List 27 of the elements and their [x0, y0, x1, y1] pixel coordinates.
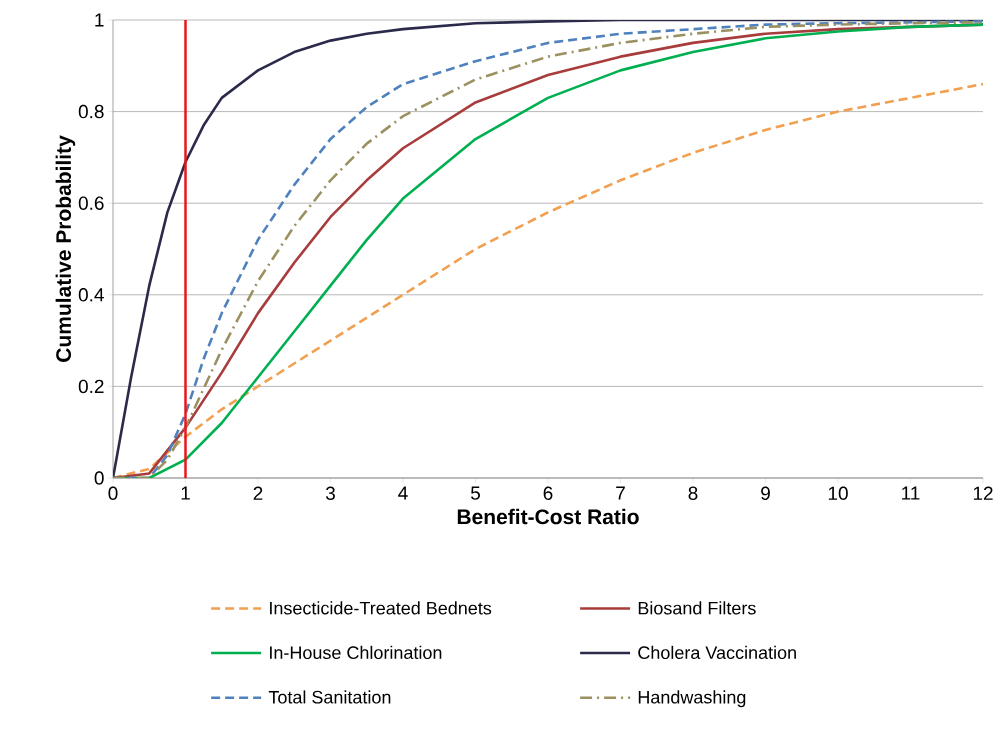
y-tick-label: 0	[94, 471, 104, 485]
legend-label: Total Sanitation	[268, 690, 391, 704]
x-tick-label: 12	[973, 486, 993, 500]
y-tick-label: 0.2	[78, 379, 104, 394]
x-tick-label: 10	[828, 486, 848, 500]
x-tick-label: 0	[108, 486, 118, 500]
y-tick-label: 1	[95, 13, 104, 27]
y-axis-title: Cumulative Probability	[55, 135, 76, 362]
x-tick-label: 5	[470, 486, 480, 500]
y-tick-label: 0.6	[78, 196, 104, 210]
x-tick-label: 11	[902, 486, 920, 500]
x-tick-label: 4	[398, 486, 408, 500]
legend-label: Biosand Filters	[638, 601, 756, 615]
x-tick-label: 7	[616, 486, 625, 500]
legend-label: Handwashing	[638, 690, 746, 708]
x-tick-label: 9	[761, 486, 770, 500]
legend-label: Insecticide-Treated Bednets	[270, 601, 492, 615]
x-tick-label: 2	[253, 486, 263, 500]
y-tick-label: 0.4	[78, 288, 104, 302]
legend-label: In-House Chlorination	[270, 645, 442, 660]
x-axis-title: Benefit-Cost Ratio	[457, 508, 639, 525]
x-tick-label: 8	[688, 486, 698, 500]
y-tick-label: 0.8	[78, 104, 104, 119]
legend-label: Cholera Vaccination	[638, 645, 796, 660]
x-tick-label: 6	[543, 486, 553, 500]
x-tick-label: 1	[181, 486, 190, 500]
x-tick-label: 3	[325, 486, 335, 500]
